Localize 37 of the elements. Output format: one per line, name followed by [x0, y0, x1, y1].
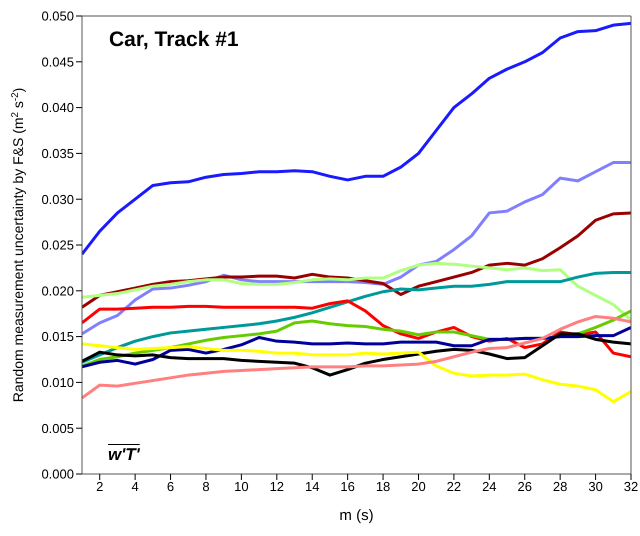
x-tick-label: 24 [482, 479, 497, 494]
x-tick-label: 14 [304, 479, 320, 494]
x-tick-label: 2 [96, 479, 104, 494]
x-tick-label: 12 [270, 479, 284, 494]
x-tick-label: 22 [446, 479, 462, 494]
x-tick-label: 20 [411, 479, 426, 494]
text: Car, Track #1 [109, 28, 239, 52]
x-tick-label: 30 [588, 479, 603, 494]
x-tick-label: 4 [132, 479, 139, 494]
y-tick-label: 0.020 [41, 283, 74, 298]
x-tick-label: 6 [166, 479, 174, 494]
y-tick-label: 0.050 [41, 8, 74, 24]
x-tick-label: 18 [376, 479, 390, 494]
y-tick-label: 0.030 [41, 192, 74, 207]
line-series [82, 342, 631, 404]
line-series [82, 22, 631, 256]
x-tick-label: 16 [340, 479, 355, 494]
x-tick-label: 10 [234, 479, 249, 494]
x-axis-title: m (s) [339, 507, 374, 524]
y-tick-label: 0.045 [41, 54, 74, 70]
annotation: w'T' [108, 445, 140, 465]
x-tick-label: 28 [552, 479, 568, 494]
line-series [82, 314, 631, 400]
line-series [82, 262, 631, 322]
line-series [82, 270, 631, 364]
y-tick-label: 0.040 [41, 100, 74, 116]
x-tick-label: 26 [518, 479, 532, 494]
x-tick-label: 8 [202, 479, 210, 494]
y-tick-label: 0.000 [41, 466, 74, 482]
y-tick-label: 0.005 [41, 420, 74, 436]
y-tick-label: 0.010 [41, 375, 74, 390]
y-tick-label: 0.025 [41, 238, 74, 253]
line-series [82, 332, 631, 377]
y-tick-label: 0.015 [41, 329, 74, 344]
line-series [82, 326, 631, 368]
y-tick-label: 0.035 [41, 146, 74, 162]
x-tick-label: 32 [624, 479, 638, 494]
